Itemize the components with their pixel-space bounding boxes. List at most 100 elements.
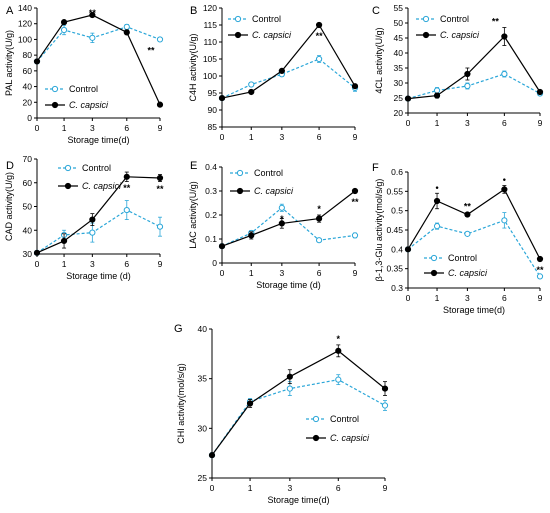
panel-a: A 0 20 40 60 80 100 120 140 0 1 3 6 9 Storage time(d) P… (4, 3, 164, 145)
panel-b: B 85 90 95 100 105 110 115 120 0 1 3 6 9 C4H activity(… (188, 3, 359, 142)
significance-marker-f: • (503, 175, 506, 185)
significance-marker-d: ** (156, 184, 164, 194)
x-tick-label-g: 6 (336, 483, 341, 493)
y-tick-label-a: 40 (23, 82, 33, 92)
data-point-control-g (335, 376, 342, 383)
legend-label-capsici: C. capsici (448, 268, 488, 278)
y-tick-label-a: 0 (27, 113, 32, 123)
legend-f: Control C. capsici (424, 253, 488, 278)
legend-swatch-marker-capsici (422, 31, 430, 39)
data-point-capsici-d (123, 173, 130, 180)
y-tick-label-a: 80 (23, 50, 33, 60)
data-point-capsici-e (248, 232, 255, 239)
significance-marker-f: • (435, 182, 438, 192)
data-point-capsici-d (156, 174, 164, 182)
data-point-capsici-b (278, 67, 285, 75)
data-point-capsici-a (60, 19, 68, 26)
significance-marker-a: ** (147, 45, 155, 55)
significance-marker-f: ** (536, 265, 544, 275)
y-tick-label-a: 60 (23, 66, 33, 76)
data-point-capsici-b (351, 83, 359, 90)
data-point-capsici-c (433, 92, 441, 99)
data-point-capsici-f (501, 186, 508, 193)
data-point-capsici-e (315, 215, 323, 222)
x-axis-title-f: Storage time(d) (443, 305, 505, 315)
legend-swatch-marker-control (234, 15, 242, 23)
data-point-capsici-g (381, 385, 389, 392)
panel-letter-b: B (190, 5, 197, 17)
y-tick-label-e: 0.1 (205, 234, 217, 244)
legend-swatch-marker-control (422, 15, 430, 23)
data-point-control-b (315, 55, 323, 63)
x-tick-label-c: 0 (406, 118, 411, 128)
y-axis-title-c: 4CL activity(U/g) (374, 27, 384, 93)
data-point-capsici-a (89, 11, 96, 19)
data-point-control-e (351, 232, 359, 239)
legend-d: Control C. capsici (58, 163, 122, 191)
significance-marker-d: ** (123, 183, 131, 193)
significance-marker-b: ** (316, 31, 324, 41)
y-tick-label-f: 0.55 (386, 186, 403, 196)
data-point-capsici-d (60, 237, 68, 245)
data-point-capsici-b (315, 21, 323, 29)
legend-label-capsici: C. capsici (254, 186, 294, 196)
y-tick-label-f: 0.5 (391, 206, 403, 216)
y-tick-label-c: 20 (394, 108, 404, 118)
data-point-capsici-f (433, 197, 441, 205)
legend-swatch-marker-control (64, 164, 72, 172)
data-point-control-a (60, 26, 68, 34)
x-tick-label-g: 1 (248, 483, 253, 493)
y-tick-label-c: 35 (394, 63, 404, 73)
x-tick-label-a: 1 (62, 123, 67, 133)
y-tick-label-b: 120 (203, 3, 217, 13)
series-line-capsici-f (407, 188, 541, 260)
x-tick-label-b: 0 (220, 132, 225, 142)
data-point-capsici-g (335, 347, 342, 354)
data-point-capsici-f (404, 246, 412, 253)
y-tick-label-a: 100 (18, 34, 32, 44)
legend-swatch-marker-capsici (234, 31, 242, 39)
data-point-control-c (464, 82, 471, 90)
y-tick-label-d: 50 (23, 202, 33, 212)
legend-swatch-marker-control (51, 85, 59, 93)
y-tick-label-b: 100 (203, 71, 217, 81)
x-tick-label-d: 6 (124, 259, 129, 269)
series-line-control-c (407, 73, 541, 100)
x-tick-label-g: 9 (383, 483, 388, 493)
legend-label-capsici: C. capsici (69, 100, 109, 110)
x-tick-label-b: 1 (249, 132, 254, 142)
x-tick-label-f: 6 (502, 293, 507, 303)
data-point-capsici-e (351, 187, 359, 195)
y-tick-label-d: 40 (23, 225, 33, 235)
data-point-capsici-b (218, 95, 226, 102)
data-point-control-a (123, 23, 130, 30)
y-tick-label-g: 35 (198, 374, 208, 384)
legend-a: Control C. capsici (45, 84, 109, 110)
x-tick-label-d: 0 (35, 259, 40, 269)
data-point-control-c (433, 87, 441, 94)
significance-marker-f: ** (464, 202, 472, 212)
y-tick-label-b: 115 (203, 20, 217, 30)
data-point-capsici-f (464, 211, 471, 218)
y-tick-label-c: 50 (394, 18, 404, 28)
x-tick-label-b: 6 (317, 132, 322, 142)
x-tick-label-e: 6 (317, 268, 322, 278)
x-tick-label-e: 1 (249, 268, 254, 278)
data-point-capsici-e (218, 243, 226, 250)
panel-letter-a: A (6, 5, 14, 17)
x-tick-label-a: 6 (124, 123, 129, 133)
y-tick-label-f: 0.3 (391, 283, 403, 293)
y-tick-label-c: 45 (394, 33, 404, 43)
legend-swatch-marker-control (430, 254, 438, 262)
y-axis-title-e: LAC activity(U/g) (188, 181, 198, 249)
legend-swatch-marker-control (236, 169, 244, 177)
panel-letter-g: G (174, 323, 183, 335)
data-point-capsici-c (464, 70, 471, 78)
y-tick-label-c: 55 (394, 3, 404, 13)
data-point-capsici-a (123, 29, 130, 36)
data-point-control-d (156, 223, 164, 230)
legend-label-control: Control (440, 14, 469, 24)
legend-label-control: Control (254, 168, 283, 178)
series-line-control-g (211, 379, 386, 456)
x-tick-label-d: 3 (90, 259, 95, 269)
